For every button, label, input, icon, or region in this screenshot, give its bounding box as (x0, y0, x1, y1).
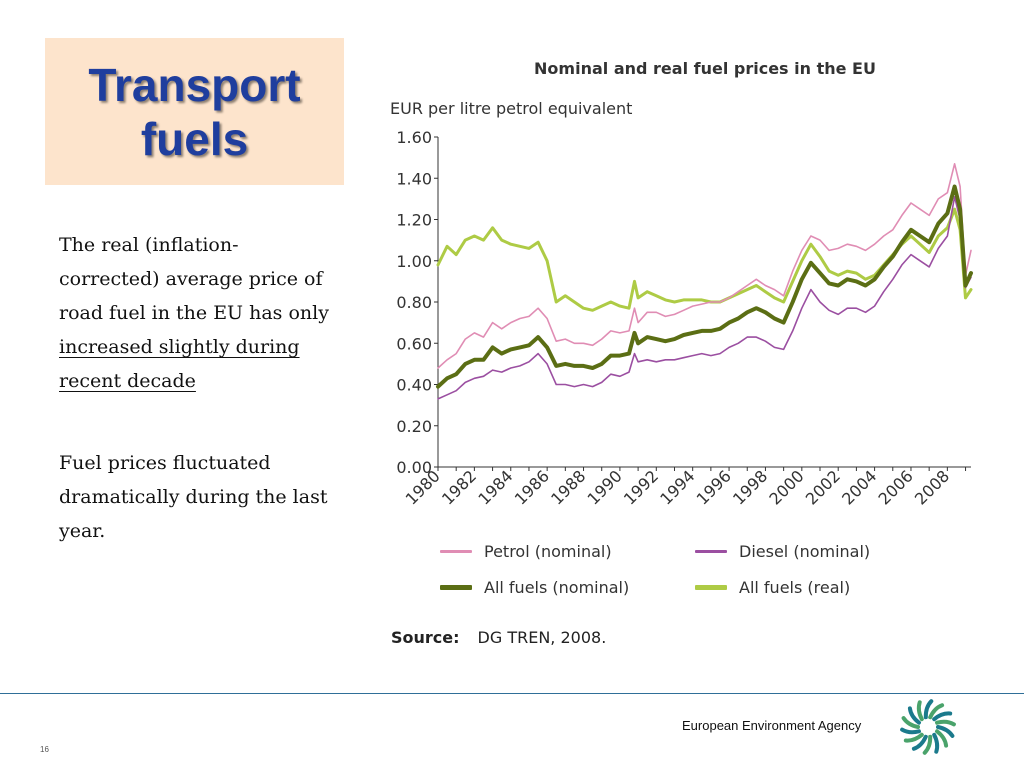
page-number: 16 (40, 745, 49, 754)
x-tick-label: 1992 (620, 466, 662, 508)
paragraph-real-price-underlined: increased slightly during recent decade (59, 336, 300, 392)
chart-source: Source: DG TREN, 2008. (391, 628, 606, 647)
legend-item-all-fuels-real: All fuels (real) (695, 578, 850, 597)
chart-y-axis-label: EUR per litre petrol equivalent (390, 99, 632, 118)
chart-axes: 0.000.200.400.600.801.001.201.401.601980… (396, 128, 971, 509)
legend-label-diesel-nominal: Diesel (nominal) (739, 542, 871, 561)
logo-core (920, 719, 936, 735)
source-label: Source: (391, 628, 460, 647)
paragraph-fluctuation: Fuel prices fluctuated dramatically duri… (59, 452, 328, 542)
legend-item-all-fuels-nominal: All fuels (nominal) (440, 578, 629, 597)
x-tick-label: 2008 (911, 466, 953, 508)
series-line-petrol-nominal (437, 163, 972, 369)
x-tick-label: 2006 (875, 466, 917, 508)
y-tick-label: 0.20 (396, 417, 432, 436)
logo-ray (916, 700, 924, 722)
chart-series (436, 163, 973, 400)
x-tick-label: 1998 (729, 466, 771, 508)
y-tick-label: 1.60 (396, 128, 432, 147)
legend-label-all-fuels-real: All fuels (real) (739, 578, 851, 597)
series-line-all-fuels-nominal (436, 184, 973, 389)
x-tick-label: 1996 (693, 466, 735, 508)
eea-logo-icon (900, 699, 956, 755)
y-tick-label: 0.00 (396, 458, 432, 477)
logo-rays (900, 699, 956, 755)
slide-title: Transport fuels (88, 58, 301, 165)
x-tick-label: 1994 (656, 466, 698, 508)
footer-divider (0, 693, 1024, 694)
x-tick-label: 2004 (838, 466, 880, 508)
legend-item-petrol-nominal: Petrol (nominal) (440, 542, 612, 561)
y-tick-label: 0.80 (396, 293, 432, 312)
logo-ray (932, 711, 953, 722)
legend-swatch-petrol-nominal (440, 550, 472, 553)
chart-title: Nominal and real fuel prices in the EU (534, 59, 876, 78)
legend-swatch-diesel-nominal (695, 550, 727, 553)
y-tick-label: 1.40 (396, 169, 432, 188)
logo-ray (928, 703, 945, 720)
logo-ray (935, 719, 956, 727)
legend-label-petrol-nominal: Petrol (nominal) (484, 542, 612, 561)
y-tick-label: 1.00 (396, 252, 432, 271)
logo-ray (932, 732, 940, 754)
logo-ray (901, 716, 920, 729)
y-tick-label: 1.20 (396, 211, 432, 230)
x-tick-label: 1986 (511, 466, 553, 508)
logo-ray (922, 734, 933, 755)
legend-swatch-all-fuels-nominal (440, 585, 472, 590)
legend-item-diesel-nominal: Diesel (nominal) (695, 542, 870, 561)
series-line-diesel-nominal (437, 196, 972, 400)
title-box: Transport fuels (45, 38, 344, 185)
x-tick-label: 2002 (802, 466, 844, 508)
logo-ray (936, 725, 955, 738)
y-tick-label: 0.60 (396, 334, 432, 353)
x-tick-label: 1982 (438, 466, 480, 508)
source-text: DG TREN, 2008. (477, 628, 607, 647)
paragraph-real-price-text: The real (inflation-corrected) average p… (59, 234, 329, 324)
x-tick-label: 2000 (765, 466, 807, 508)
y-tick-label: 0.40 (396, 376, 432, 395)
footer-agency-name: European Environment Agency (682, 718, 862, 733)
fuel-price-chart: Nominal and real fuel prices in the EU E… (390, 59, 973, 509)
x-tick-label: 1988 (547, 466, 589, 508)
legend-swatch-all-fuels-real (695, 585, 727, 590)
logo-ray (911, 734, 928, 751)
legend-label-all-fuels-nominal: All fuels (nominal) (484, 578, 630, 597)
logo-ray (935, 729, 949, 748)
logo-ray (903, 732, 924, 743)
x-tick-label: 1990 (584, 466, 626, 508)
logo-ray (923, 699, 934, 720)
paragraph-real-price: The real (inflation-corrected) average p… (59, 228, 334, 398)
logo-ray (907, 706, 921, 725)
logo-ray (900, 727, 921, 735)
x-tick-label: 1984 (474, 466, 516, 508)
